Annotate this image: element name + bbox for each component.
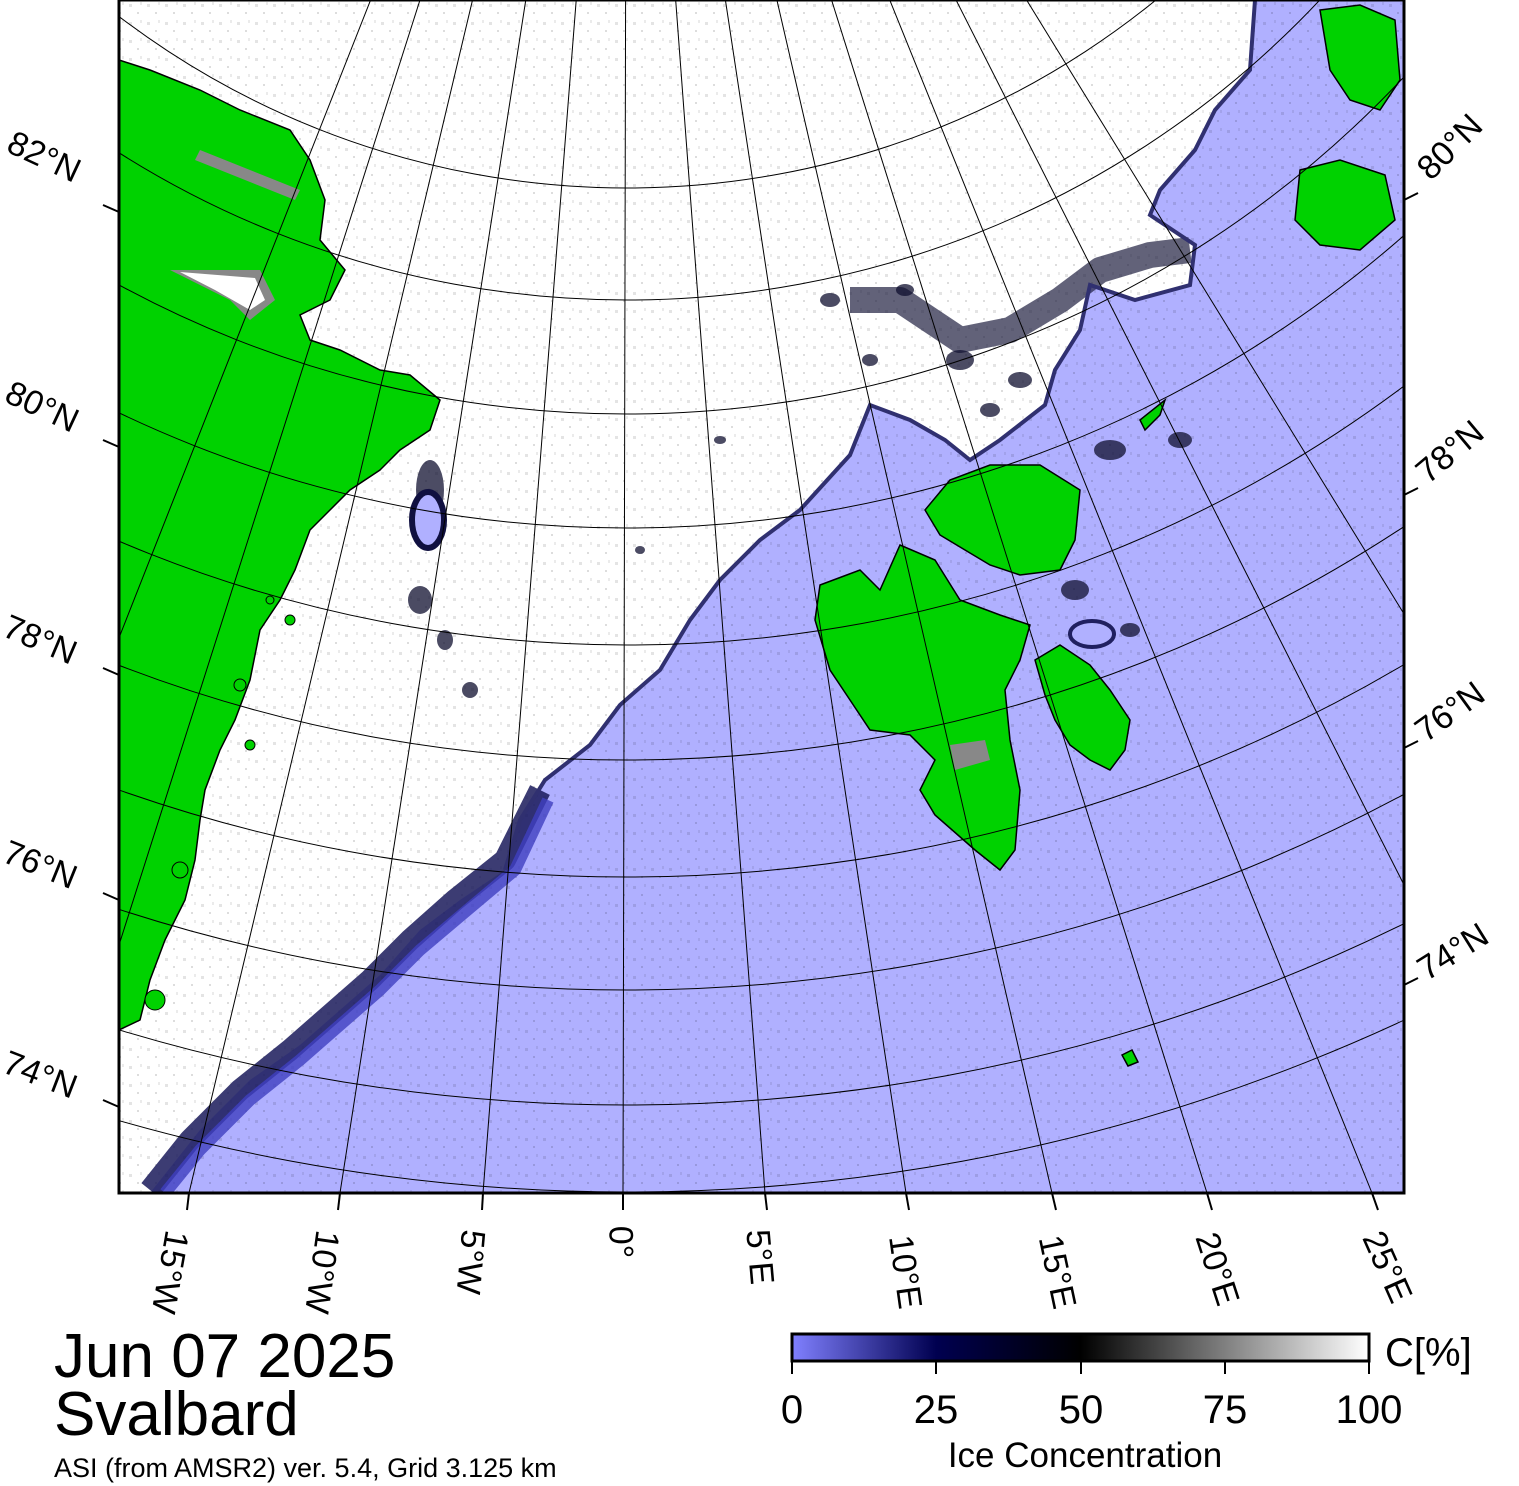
lon-label-5e: 5°E [738,1227,781,1287]
greenland-glacier-2 [195,150,300,200]
map-frame [117,0,1406,1195]
graticule-meridians [119,0,1404,1193]
lon-label-5w: 5°W [448,1228,493,1296]
svalbard-land [814,397,1167,1067]
colorbar-tick-50: 50 [1058,1388,1104,1432]
map-region: Svalbard [54,1380,299,1449]
bjornoya [1120,1048,1140,1067]
map-date: Jun 07 2025 [54,1322,396,1391]
kvitoya [1139,397,1167,432]
data-source-credit: ASI (from AMSR2) ver. 5.4, Grid 3.125 km [54,1453,557,1483]
greenland-fjord [180,272,265,310]
graticule-parallels [119,0,1404,1192]
franz-josef-land [1294,4,1401,251]
polynya [409,489,447,551]
greenland-land [119,59,441,1031]
colorbar-tick-75: 75 [1202,1388,1248,1432]
polynya-east [1068,619,1116,649]
svalbard-glacier [950,740,990,770]
barentsoya-edgeoya [1034,644,1131,771]
colorbar-ticks [791,1361,1370,1374]
colorbar-gradient [790,1332,1371,1363]
colorbar-tick-100: 100 [1335,1388,1403,1432]
greenland-islands [144,595,296,1011]
nordaustlandet [924,464,1081,576]
colorbar-title: Ice Concentration [947,1436,1223,1475]
marginal-ice-zone-north [850,237,1192,353]
lon-label-10e: 10°E [881,1232,930,1312]
colorbar-tick-0: 0 [780,1388,804,1432]
axis-ticks [102,192,1419,1211]
marginal-ice-zone-west-outer [160,797,554,1193]
lon-label-0: 0° [601,1225,640,1259]
marginal-ice-zone-west [141,785,550,1193]
ice-texture [119,0,1404,1193]
colorbar-unit: C[%] [1385,1331,1472,1375]
spitsbergen [814,544,1031,872]
colorbar-tick-25: 25 [913,1388,959,1432]
